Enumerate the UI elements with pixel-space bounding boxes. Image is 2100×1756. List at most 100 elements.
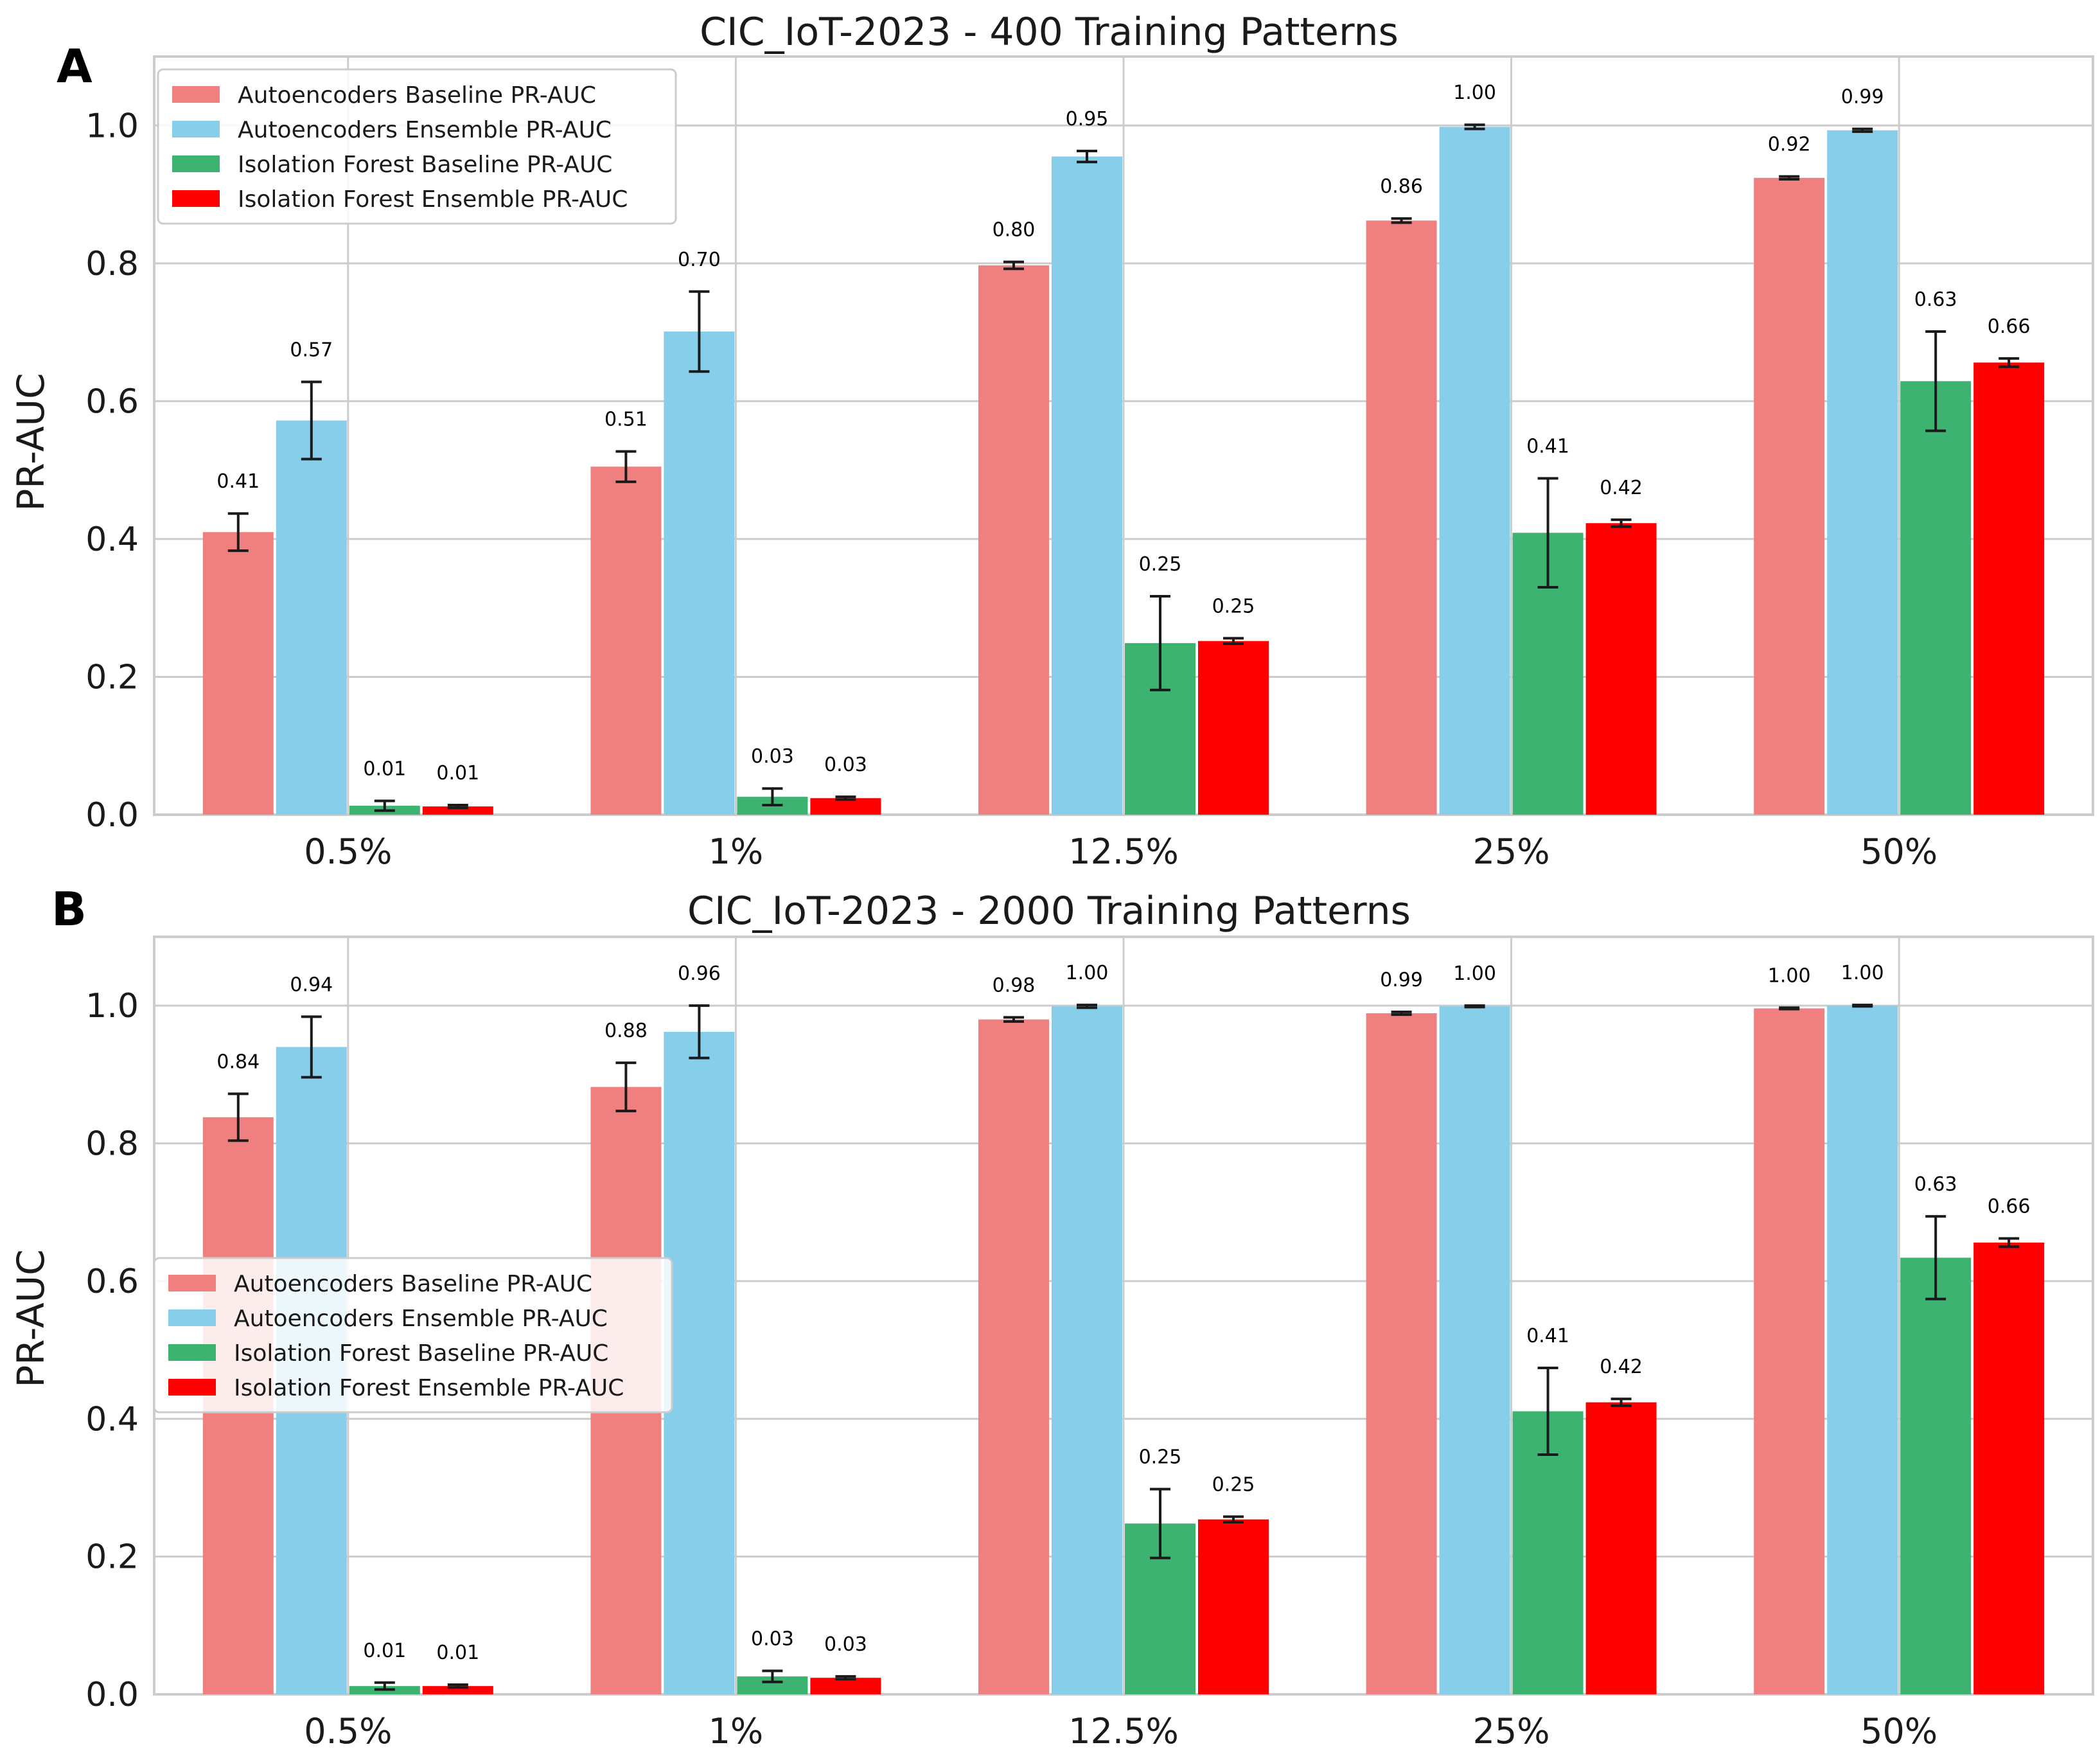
y-tick-label: 0.8 [85, 1125, 139, 1164]
bar [1585, 523, 1657, 815]
data-label: 0.25 [1212, 1473, 1255, 1496]
legend-label: Autoencoders Baseline PR-AUC [238, 82, 596, 109]
series-2: 0.01 0.03 0.25 0.41 0.63 [349, 1173, 1972, 1694]
legend-label: Isolation Forest Baseline PR-AUC [234, 1340, 608, 1367]
data-label: 0.63 [1914, 1173, 1957, 1196]
x-tick-label: 1% [709, 1711, 764, 1752]
bar [810, 798, 881, 815]
bar [590, 466, 662, 815]
data-label: 0.51 [604, 409, 648, 431]
legend-swatch [168, 1379, 216, 1396]
x-tick-label: 25% [1473, 1711, 1550, 1752]
plot-area: 0.0 0.2 0.4 0.6 0.8 1.0 0.84 0.88 0.98 0.99 1.00 0.… [85, 936, 2094, 1752]
x-tick-label: 50% [1860, 831, 1937, 872]
bar [810, 1678, 881, 1694]
data-label: 0.99 [1380, 969, 1423, 991]
bar [1198, 1519, 1269, 1694]
legend-frame [157, 68, 677, 225]
data-label: 0.42 [1600, 477, 1643, 499]
legend-frame [153, 1257, 673, 1414]
series-2: 0.01 0.03 0.25 0.41 0.63 [349, 288, 1972, 815]
data-label: 0.41 [1526, 1325, 1569, 1347]
legend-label: Autoencoders Ensemble PR-AUC [234, 1306, 608, 1332]
legend-label: Isolation Forest Baseline PR-AUC [238, 152, 612, 178]
bar [422, 806, 493, 815]
data-label: 0.01 [363, 1640, 406, 1662]
data-label: 1.00 [1453, 82, 1496, 104]
y-tick-label: 0.2 [85, 1538, 139, 1577]
data-label: 0.70 [678, 249, 721, 271]
legend-item: Isolation Forest Baseline PR-AUC [168, 1340, 608, 1367]
data-label: 0.42 [1600, 1356, 1643, 1378]
x-tick-label: 0.5% [304, 831, 392, 872]
data-label: 1.00 [1066, 962, 1109, 984]
panel-label: A [57, 39, 93, 93]
legend: Autoencoders Baseline PR-AUC Autoencoders… [157, 68, 677, 225]
data-label: 0.25 [1139, 553, 1182, 576]
bar [1827, 1006, 1898, 1694]
bar [1900, 1257, 1972, 1694]
bar [664, 332, 735, 815]
legend-swatch [168, 1344, 216, 1361]
bar [1439, 127, 1510, 815]
y-tick-label: 0.4 [85, 1400, 139, 1439]
bar [1754, 1008, 1825, 1694]
data-label: 0.96 [678, 962, 721, 985]
data-label: 0.03 [751, 1628, 794, 1651]
data-label: 0.80 [993, 219, 1036, 242]
series-1: 0.57 0.70 0.95 1.00 0.99 [276, 82, 1898, 815]
legend-item: Isolation Forest Ensemble PR-AUC [168, 1375, 624, 1401]
legend-item: Isolation Forest Baseline PR-AUC [172, 152, 612, 178]
bar [1052, 156, 1122, 815]
y-tick-label: 1.0 [85, 987, 139, 1025]
data-label: 0.25 [1139, 1446, 1182, 1469]
legend-swatch [172, 121, 220, 137]
data-label: 0.41 [1526, 436, 1569, 458]
data-label: 0.98 [993, 974, 1036, 997]
bar [422, 1686, 493, 1694]
data-label: 0.41 [216, 470, 260, 493]
data-label: 0.84 [216, 1051, 260, 1073]
legend-swatch [168, 1275, 216, 1291]
legend: Autoencoders Baseline PR-AUC Autoencoders… [153, 1257, 673, 1414]
y-tick-label: 0.6 [85, 1263, 139, 1301]
bar [1512, 1411, 1584, 1694]
bar [1366, 220, 1437, 815]
legend-item: Autoencoders Ensemble PR-AUC [168, 1306, 608, 1332]
plot-area: 0.00.20.40.60.81.00.410.510.800.860.920.… [85, 55, 2094, 872]
bar [202, 532, 274, 815]
x-tick-label: 1% [709, 831, 764, 872]
x-tick-label: 50% [1860, 1711, 1937, 1752]
y-tick-label: 0.4 [85, 520, 139, 559]
bar [1754, 177, 1825, 815]
legend-label: Isolation Forest Ensemble PR-AUC [234, 1375, 624, 1401]
x-tick-label: 12.5% [1068, 831, 1179, 872]
y-axis-label: PR-AUC [9, 373, 53, 511]
legend-swatch [172, 86, 220, 103]
data-label: 1.00 [1453, 962, 1496, 985]
x-tick-label: 0.5% [304, 1711, 392, 1752]
y-tick-label: 1.0 [85, 107, 139, 145]
y-tick-label: 0.0 [85, 796, 139, 835]
bar [1439, 1006, 1510, 1694]
data-label: 0.03 [824, 1633, 867, 1656]
chart-title: CIC_IoT-2023 - 2000 Training Patterns [687, 889, 1411, 934]
data-label: 0.25 [1212, 595, 1255, 617]
bar [1973, 1242, 2045, 1694]
data-label: 0.03 [751, 745, 794, 768]
data-label: 0.99 [1841, 86, 1884, 109]
series-3: 0.01 0.03 0.25 0.42 0.66 [422, 1195, 2045, 1694]
bar [1366, 1013, 1437, 1694]
legend-item: Autoencoders Baseline PR-AUC [168, 1271, 592, 1297]
y-axis-label: PR-AUC [9, 1249, 53, 1387]
legend-item: Autoencoders Baseline PR-AUC [172, 82, 596, 109]
legend-label: Autoencoders Baseline PR-AUC [234, 1271, 592, 1297]
series-3: 0.01 0.03 0.25 0.42 0.66 [422, 315, 2045, 815]
panel-b: B CIC_IoT-2023 - 2000 Training Patterns … [9, 882, 2094, 1752]
bar [1052, 1006, 1122, 1694]
bar [978, 265, 1049, 815]
y-tick-label: 0.8 [85, 245, 139, 283]
bar [1198, 641, 1269, 815]
data-label: 1.00 [1841, 962, 1884, 984]
